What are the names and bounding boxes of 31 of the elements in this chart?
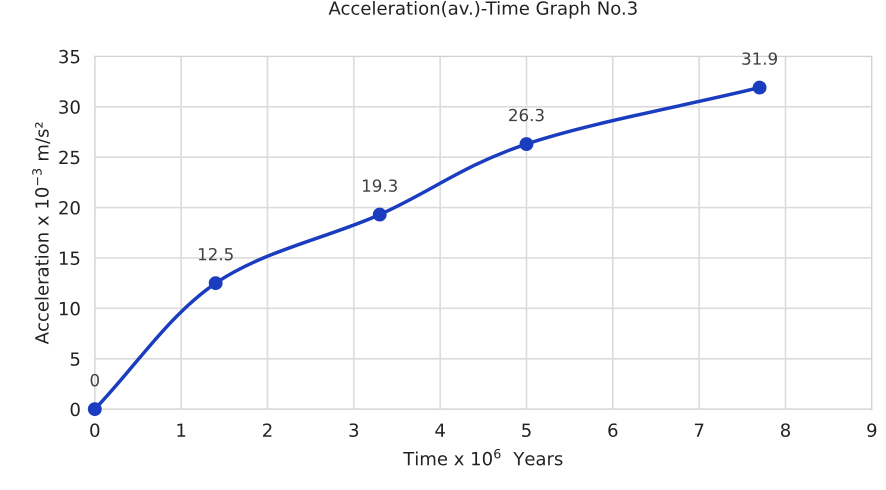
x-axis-title: Time x 10$^{6}$ Years [403,448,562,466]
x-tick-label: 1 [177,424,186,437]
x-tick-label: 9 [867,423,876,438]
x-tick-label: 0 [90,423,100,438]
y-tick-label: 15 [60,252,80,266]
x-tick-label: 6 [608,423,618,438]
data-label: 0 [90,374,99,386]
x-tick-label: 4 [435,424,445,437]
y-tick-label: 5 [70,352,80,366]
y-tick-label: 35 [59,50,80,64]
point [372,208,387,222]
data-label: 26.3 [509,108,544,122]
chart-title: Acceleration(av.)-Time Graph No.3 [328,0,637,18]
data-label: 12.5 [198,248,233,260]
point [752,80,767,95]
y-tick-label: 20 [59,201,80,215]
y-tick-label: 0 [70,402,80,416]
x-tick-label: 8 [780,423,790,438]
y-tick-label: 25 [59,150,80,164]
point [520,137,534,151]
data-label: 19.3 [362,179,397,192]
y-tick-label: 10 [60,302,80,316]
x-tick-label: 2 [263,423,272,437]
data-label: 31.9 [742,52,777,65]
y-axis-title: Acceleration x 10$^{−3}$ m/s² [32,122,50,344]
y-tick-label: 30 [59,100,80,114]
x-tick-label: 7 [694,424,704,437]
x-tick-label: 3 [349,423,358,438]
point [88,402,102,416]
x-tick-label: 5 [522,424,531,438]
point [208,276,223,290]
